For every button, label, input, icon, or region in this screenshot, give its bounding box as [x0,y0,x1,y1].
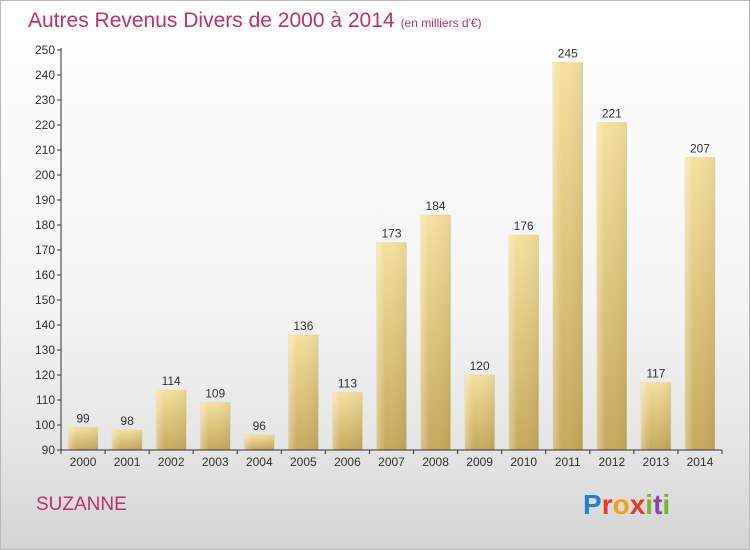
x-tick-label: 2012 [598,455,625,469]
data-label: 221 [602,107,622,121]
y-axis: 90 100 110 120 130 140 150 160 170 180 190 200 210 22… [35,43,62,457]
x-tick-label: 2005 [290,455,317,469]
location-label: SUZANNE [36,494,127,515]
logo-letter: i [662,489,671,520]
data-label: 207 [690,142,710,156]
x-tick-label: 2009 [466,455,493,469]
logo-letter: r [601,489,613,520]
bar-highlight [552,62,583,450]
x-tick-label: 2013 [643,455,670,469]
x-tick-label: 2004 [246,455,273,469]
data-label: 117 [646,367,665,381]
chart-subtitle: (en milliers d'€) [400,16,482,30]
data-label: 109 [205,387,225,401]
bars: 99 98 114 109 96 136 113 173 184 120 176 245 221 117 2… [67,47,716,451]
logo-letter: o [612,489,630,520]
logo-letter: i [645,489,654,520]
data-label: 173 [381,227,401,241]
data-label: 113 [338,377,357,391]
proxiti-logo: Proxiti [583,489,670,521]
bar-highlight [640,382,671,450]
x-tick-label: 2000 [70,455,97,469]
data-label: 98 [120,414,134,428]
bar-highlight [288,335,319,450]
x-tick-label: 2008 [422,455,449,469]
y-tick-label: 150 [35,293,55,307]
x-axis: 2000 2001 2002 2003 2004 2005 2006 2007 2008 2009… [60,449,723,469]
x-tick-label: 2010 [510,455,537,469]
bar-highlight [596,122,627,450]
x-tick-label: 2014 [687,455,714,469]
bar-highlight [464,375,495,450]
data-label: 245 [558,47,578,61]
logo-letter: P [583,489,602,520]
x-tick-label: 2001 [114,455,141,469]
y-tick-label: 240 [35,68,55,82]
data-label: 120 [470,359,490,373]
x-tick-label: 2011 [555,455,581,469]
y-tick-label: 250 [35,43,55,57]
bar-highlight [332,392,363,450]
x-tick-label: 2006 [334,455,361,469]
y-tick-label: 170 [35,243,55,257]
x-tick-label: 2003 [202,455,229,469]
y-tick-label: 230 [35,93,55,107]
y-tick-label: 120 [35,368,55,382]
bar-highlight [200,402,231,450]
y-tick-label: 130 [35,343,55,357]
bar-highlight [420,215,451,450]
x-tick-label: 2007 [378,455,405,469]
data-label: 176 [514,219,534,233]
data-label: 184 [426,199,446,213]
y-tick-label: 210 [35,143,55,157]
y-tick-label: 180 [35,218,55,232]
bar-highlight [68,427,99,450]
bar-highlight [156,390,187,450]
chart-title: Autres Revenus Divers de 2000 à 2014 (en … [28,9,482,33]
bar-highlight [684,157,715,450]
y-tick-label: 220 [35,118,55,132]
y-tick-label: 110 [36,393,55,407]
logo-letter: x [629,489,646,520]
y-tick-label: 90 [42,443,56,457]
data-label: 114 [162,374,181,388]
bar-highlight [508,235,539,450]
logo-letter: t [653,489,663,520]
y-tick-label: 200 [35,168,55,182]
y-tick-label: 160 [35,268,55,282]
bar-highlight [244,435,275,450]
y-tick-label: 100 [35,418,55,432]
data-label: 99 [76,412,90,426]
bar-highlight [112,430,143,450]
chart-title-main: Autres Revenus Divers de 2000 à 2014 [28,9,395,32]
y-tick-label: 140 [35,318,55,332]
data-label: 96 [253,419,267,433]
data-label: 136 [293,319,313,333]
y-tick-label: 190 [35,193,55,207]
bar-highlight [376,242,407,450]
x-tick-label: 2002 [158,455,185,469]
